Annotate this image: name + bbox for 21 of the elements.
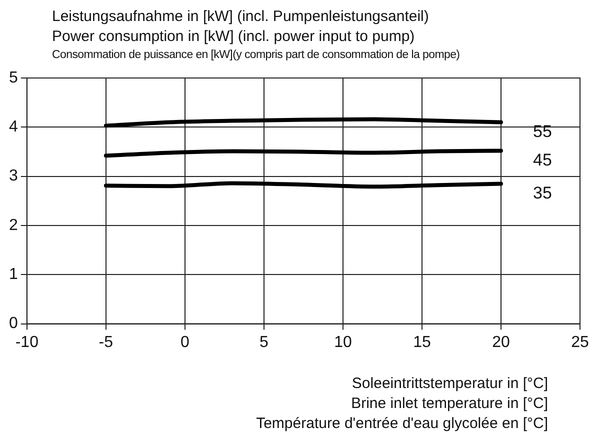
line-series: [104, 117, 503, 128]
x-tick-label: 0: [180, 334, 190, 351]
x-tick-label: -5: [98, 334, 114, 351]
x-tick-label: 15: [413, 334, 431, 351]
series-label: 45: [532, 150, 552, 170]
y-tick-label: 4: [8, 118, 18, 136]
x-axis-title: Soleeintrittstemperatur in [°C] Brine inlet temperature in [°C] Température d'entrée d'eau glycolée en [°C]: [256, 374, 548, 434]
chart-title: Leistungsaufnahme in [kW] (incl. Pumpenleistungsanteil): [52, 8, 429, 25]
series-label: 55: [532, 122, 552, 141]
y-tick-label: 5: [8, 69, 18, 86]
x-tick-label: 10: [334, 334, 352, 351]
y-tick-label: 1: [8, 266, 18, 284]
y-tick-label: 0: [8, 315, 18, 332]
x-tick-label: -10: [15, 334, 39, 351]
x-tick-label: 25: [571, 334, 589, 351]
x-tick-label: 5: [259, 334, 268, 351]
series-label: 35: [532, 183, 552, 202]
chart-subtitle: Power consumption in [kW] (incl. power input to pump) Consommation de puissance en [kW](y compris part de consommation de la pompe): [52, 27, 460, 63]
x-tick-label: 20: [492, 334, 510, 351]
y-tick-label: 2: [8, 216, 18, 234]
y-tick-label: 3: [8, 168, 18, 185]
